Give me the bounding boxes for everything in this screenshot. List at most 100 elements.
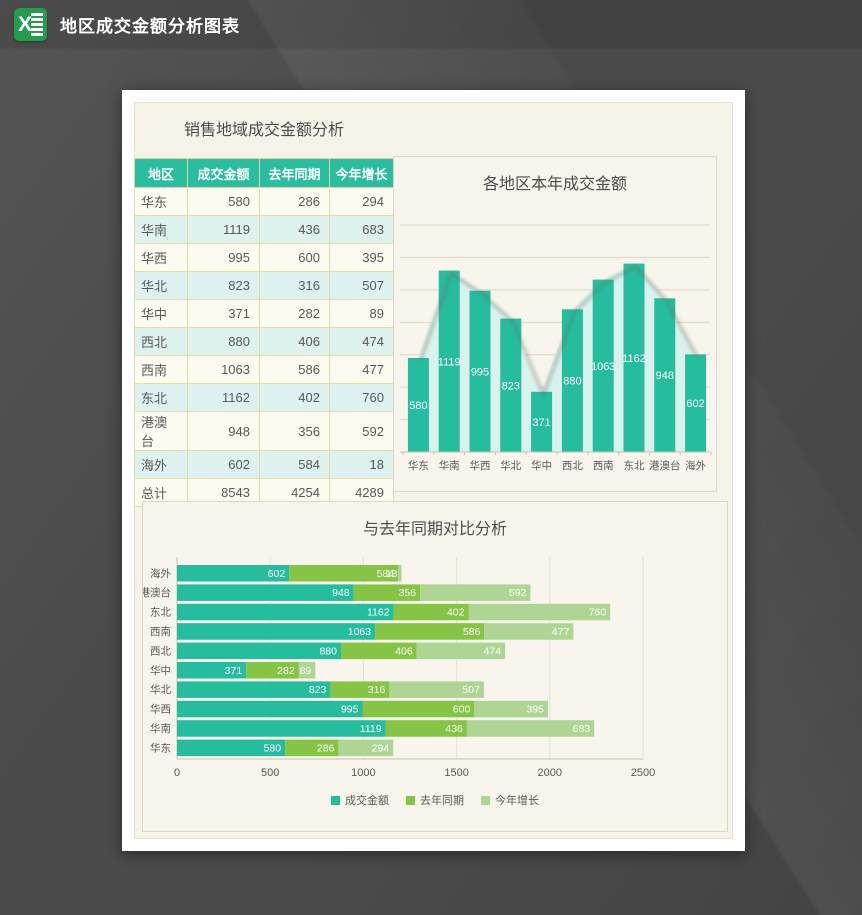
- stack-segment[interactable]: [420, 584, 531, 601]
- cell-value[interactable]: 823: [187, 271, 260, 300]
- stack-segment[interactable]: [246, 662, 299, 679]
- stack-segment[interactable]: [466, 720, 595, 737]
- segment-value-label: 406: [395, 645, 413, 657]
- stack-segment[interactable]: [177, 565, 290, 582]
- stack-segment[interactable]: [177, 662, 247, 679]
- category-label: 东北: [150, 606, 171, 619]
- stack-segment[interactable]: [177, 681, 331, 698]
- bar[interactable]: [685, 354, 707, 452]
- bar[interactable]: [438, 270, 460, 452]
- stack-segment[interactable]: [177, 584, 354, 601]
- cell-value[interactable]: 477: [329, 355, 394, 384]
- stack-segment[interactable]: [389, 681, 484, 698]
- bar-value-label: 602: [686, 398, 704, 410]
- cell-region[interactable]: 华北: [134, 271, 188, 300]
- cell-value[interactable]: 1119: [187, 215, 260, 244]
- stack-segment[interactable]: [393, 603, 469, 621]
- legend-item[interactable]: 成交金额: [331, 792, 389, 808]
- category-label: 西南: [150, 625, 171, 638]
- cell-region[interactable]: 西南: [134, 355, 188, 384]
- segment-value-label: 18: [386, 568, 398, 580]
- segment-value-label: 880: [319, 645, 337, 657]
- segment-value-label: 89: [300, 665, 312, 677]
- bar[interactable]: [531, 391, 553, 452]
- cell-value[interactable]: 880: [187, 327, 260, 356]
- segment-value-label: 584: [377, 568, 395, 580]
- legend-item[interactable]: 今年增长: [481, 792, 539, 808]
- stack-segment[interactable]: [484, 623, 574, 640]
- stack-segment[interactable]: [338, 739, 394, 757]
- stack-segment[interactable]: [362, 700, 475, 718]
- stack-segment[interactable]: [474, 700, 548, 718]
- stack-segment[interactable]: [353, 584, 421, 601]
- stack-segment[interactable]: [341, 642, 417, 660]
- cell-value[interactable]: 371: [187, 299, 260, 328]
- bar[interactable]: [561, 309, 583, 452]
- bar[interactable]: [407, 358, 429, 452]
- stack-segment[interactable]: [177, 739, 286, 757]
- stack-segment[interactable]: [375, 623, 485, 640]
- cell-value[interactable]: 995: [187, 243, 260, 272]
- stack-segment[interactable]: [177, 642, 341, 660]
- stack-segment[interactable]: [289, 565, 399, 582]
- cell-value[interactable]: 89: [329, 299, 394, 328]
- cell-value[interactable]: 602: [187, 450, 260, 479]
- stack-segment[interactable]: [177, 700, 363, 718]
- area-edge-shadow: [418, 264, 699, 399]
- cell-value[interactable]: 507: [329, 271, 394, 300]
- bar-value-label: 1119: [438, 356, 461, 368]
- cell-value[interactable]: 436: [259, 215, 330, 244]
- cell-value[interactable]: 316: [259, 271, 330, 300]
- region-amount-chart-panel: 各地区本年成交金额 580 1119 995 823 371 880 1063 1162 948…: [393, 156, 717, 492]
- cell-value[interactable]: 683: [329, 215, 394, 244]
- stack-segment[interactable]: [298, 662, 316, 679]
- cell-region[interactable]: 华西: [134, 243, 188, 272]
- stack-segment[interactable]: [177, 623, 376, 640]
- cell-value[interactable]: 1063: [187, 355, 260, 384]
- bar[interactable]: [592, 279, 614, 452]
- cell-region[interactable]: 华南: [134, 215, 188, 244]
- cell-value[interactable]: 600: [259, 243, 330, 272]
- cell-region[interactable]: 西北: [134, 327, 188, 356]
- cell-value[interactable]: 584: [259, 450, 330, 479]
- sales-table-head-row: 地区 成交金额 去年同期 今年增长: [134, 158, 394, 188]
- table-row: 西南 1063 586 477: [134, 355, 394, 384]
- cell-region[interactable]: 华中: [134, 299, 188, 328]
- cell-value[interactable]: 406: [259, 327, 330, 356]
- bar[interactable]: [623, 263, 645, 452]
- cell-value[interactable]: 474: [329, 327, 394, 356]
- cell-value[interactable]: 402: [259, 383, 330, 412]
- bar[interactable]: [654, 298, 676, 452]
- cell-value[interactable]: 18: [329, 450, 394, 479]
- cell-region[interactable]: 东北: [134, 383, 188, 412]
- cell-value[interactable]: 586: [259, 355, 330, 384]
- bar[interactable]: [469, 290, 491, 452]
- stack-segment[interactable]: [285, 739, 339, 757]
- cell-value[interactable]: 948: [187, 411, 260, 451]
- stack-segment[interactable]: [385, 720, 467, 737]
- cell-value[interactable]: 395: [329, 243, 394, 272]
- segment-value-label: 1063: [348, 626, 372, 638]
- cell-value[interactable]: 1162: [187, 383, 260, 412]
- cell-value[interactable]: 580: [187, 187, 260, 216]
- segment-value-label: 586: [463, 626, 481, 638]
- cell-value[interactable]: 592: [329, 411, 394, 451]
- cell-value[interactable]: 294: [329, 187, 394, 216]
- stack-segment[interactable]: [416, 642, 506, 660]
- excel-icon-letter: X: [18, 12, 33, 36]
- stack-segment[interactable]: [330, 681, 390, 698]
- bar[interactable]: [500, 318, 522, 452]
- cell-value[interactable]: 282: [259, 299, 330, 328]
- stack-segment[interactable]: [177, 720, 386, 737]
- cell-value[interactable]: 356: [259, 411, 330, 451]
- legend-item[interactable]: 去年同期: [406, 792, 464, 808]
- stack-segment[interactable]: [398, 565, 402, 582]
- cell-value[interactable]: 760: [329, 383, 394, 412]
- cell-region[interactable]: 华东: [134, 187, 188, 216]
- stack-segment[interactable]: [177, 603, 394, 621]
- cell-value[interactable]: 286: [259, 187, 330, 216]
- segment-value-label: 1119: [360, 723, 382, 735]
- stack-segment[interactable]: [468, 603, 611, 621]
- cell-region[interactable]: 港澳台: [134, 411, 188, 451]
- cell-region[interactable]: 海外: [134, 450, 188, 479]
